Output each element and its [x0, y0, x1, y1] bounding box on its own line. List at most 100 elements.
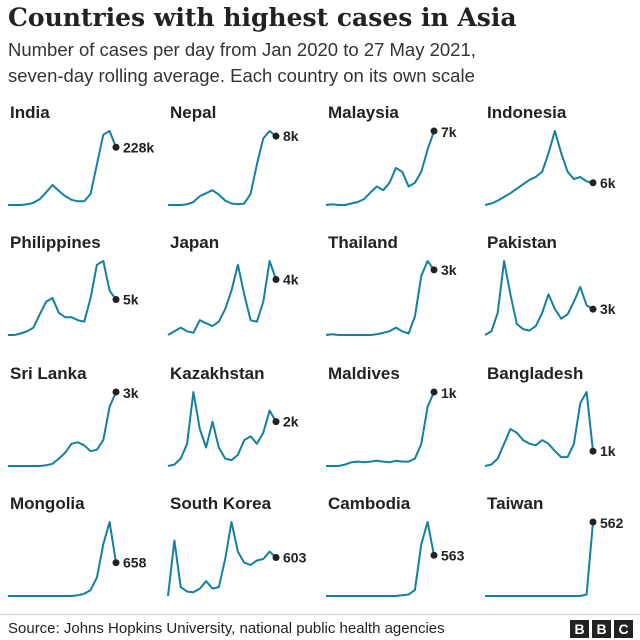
- end-point-maldives: [430, 388, 438, 396]
- panel-title-cambodia: Cambodia: [328, 494, 411, 513]
- end-label-south-korea: 603: [283, 550, 307, 566]
- source-note: Source: Johns Hopkins University, nation…: [8, 620, 445, 637]
- panel-india: India 228k: [8, 103, 158, 223]
- end-point-pakistan: [589, 305, 597, 313]
- end-point-sri-lanka: [112, 388, 120, 396]
- end-point-nepal: [272, 132, 280, 140]
- panel-title-malaysia: Malaysia: [328, 103, 399, 122]
- series-line-maldives: [326, 391, 435, 467]
- panel-indonesia: Indonesia 6k: [484, 103, 635, 223]
- panel-title-indonesia: Indonesia: [487, 103, 567, 122]
- panel-nepal: Nepal 8k: [168, 103, 318, 223]
- end-point-mongolia: [112, 559, 120, 567]
- footer-divider: [0, 614, 640, 615]
- panel-title-kazakhstan: Kazakhstan: [170, 364, 265, 383]
- panel-philippines: Philippines 5k: [8, 233, 158, 353]
- panel-south-korea: South Korea 603: [167, 494, 318, 614]
- panel-maldives: Maldives 1k: [326, 364, 476, 484]
- end-point-south-korea: [272, 554, 280, 562]
- end-point-indonesia: [589, 179, 597, 187]
- sparkline-indonesia: 6k: [484, 130, 616, 206]
- panel-taiwan: Taiwan 562: [485, 494, 635, 614]
- logo-letter-1: B: [570, 620, 589, 638]
- bbc-logo: B B C: [570, 620, 633, 638]
- sparkline-bangladesh: 1k: [484, 391, 616, 467]
- end-label-india: 228k: [123, 139, 154, 155]
- sparkline-philippines: 5k: [8, 260, 139, 336]
- end-label-pakistan: 3k: [600, 301, 616, 317]
- end-point-malaysia: [430, 127, 438, 135]
- end-label-maldives: 1k: [441, 385, 457, 401]
- subtitle-line-2: seven-day rolling average. Each country …: [8, 65, 475, 86]
- end-label-nepal: 8k: [283, 128, 299, 144]
- end-label-indonesia: 6k: [600, 175, 616, 191]
- chart-title: Countries with highest cases in Asia: [8, 3, 517, 32]
- sparkline-cambodia: 563: [326, 521, 465, 597]
- series-line-mongolia: [8, 521, 117, 597]
- sparkline-india: 228k: [8, 130, 154, 206]
- sparkline-thailand: 3k: [325, 260, 457, 336]
- panel-title-japan: Japan: [170, 233, 220, 252]
- sparkline-taiwan: 562: [485, 515, 624, 597]
- end-label-kazakhstan: 2k: [283, 414, 299, 430]
- panel-title-thailand: Thailand: [328, 233, 398, 252]
- end-point-taiwan: [589, 518, 597, 526]
- panel-title-sri-lanka: Sri Lanka: [10, 364, 87, 383]
- panel-title-south-korea: South Korea: [170, 494, 272, 513]
- panel-title-maldives: Maldives: [328, 364, 400, 383]
- sparkline-mongolia: 658: [8, 521, 147, 597]
- sparkline-maldives: 1k: [326, 385, 457, 467]
- panel-kazakhstan: Kazakhstan 2k: [167, 364, 318, 484]
- panel-title-pakistan: Pakistan: [487, 233, 557, 252]
- panel-pakistan: Pakistan 3k: [484, 233, 635, 353]
- panel-cambodia: Cambodia 563: [326, 494, 476, 614]
- panel-thailand: Thailand 3k: [325, 233, 476, 353]
- end-label-cambodia: 563: [441, 547, 465, 563]
- end-point-philippines: [112, 295, 120, 303]
- panel-bangladesh: Bangladesh 1k: [484, 364, 635, 484]
- series-line-nepal: [168, 130, 277, 206]
- end-point-japan: [272, 276, 280, 283]
- series-line-kazakhstan: [167, 391, 277, 467]
- series-line-india: [8, 130, 117, 206]
- sparkline-pakistan: 3k: [484, 260, 616, 336]
- end-label-malaysia: 7k: [441, 124, 457, 140]
- series-line-japan: [167, 260, 277, 336]
- sparkline-nepal: 8k: [168, 128, 299, 206]
- end-label-sri-lanka: 3k: [123, 385, 139, 401]
- panel-sri-lanka: Sri Lanka 3k: [8, 364, 158, 484]
- end-label-thailand: 3k: [441, 262, 457, 278]
- panel-japan: Japan 4k: [167, 233, 318, 353]
- panel-mongolia: Mongolia 658: [8, 494, 158, 614]
- series-line-malaysia: [325, 130, 435, 206]
- panel-malaysia: Malaysia 7k: [325, 103, 476, 223]
- series-line-thailand: [325, 260, 435, 336]
- end-point-thailand: [430, 266, 438, 274]
- end-point-bangladesh: [589, 447, 597, 455]
- panel-title-taiwan: Taiwan: [487, 494, 544, 513]
- end-label-japan: 4k: [283, 272, 299, 288]
- sparkline-japan: 4k: [167, 260, 299, 336]
- series-line-south-korea: [167, 521, 277, 597]
- end-label-bangladesh: 1k: [600, 443, 616, 459]
- series-line-indonesia: [484, 130, 594, 206]
- series-line-taiwan: [485, 521, 594, 597]
- sparkline-kazakhstan: 2k: [167, 391, 299, 467]
- series-line-bangladesh: [484, 391, 594, 467]
- end-point-cambodia: [430, 551, 438, 559]
- series-line-pakistan: [484, 260, 594, 336]
- end-point-india: [112, 143, 120, 151]
- end-label-mongolia: 658: [123, 555, 147, 571]
- series-line-cambodia: [326, 521, 435, 597]
- sparkline-south-korea: 603: [167, 521, 307, 597]
- sparkline-malaysia: 7k: [325, 124, 457, 206]
- panel-title-nepal: Nepal: [170, 103, 217, 122]
- end-point-kazakhstan: [272, 418, 280, 426]
- panel-title-mongolia: Mongolia: [10, 494, 85, 513]
- panel-title-india: India: [10, 103, 50, 122]
- series-line-sri-lanka: [8, 391, 117, 467]
- end-label-taiwan: 562: [600, 515, 624, 531]
- series-line-philippines: [8, 260, 117, 336]
- sparkline-sri-lanka: 3k: [8, 385, 139, 467]
